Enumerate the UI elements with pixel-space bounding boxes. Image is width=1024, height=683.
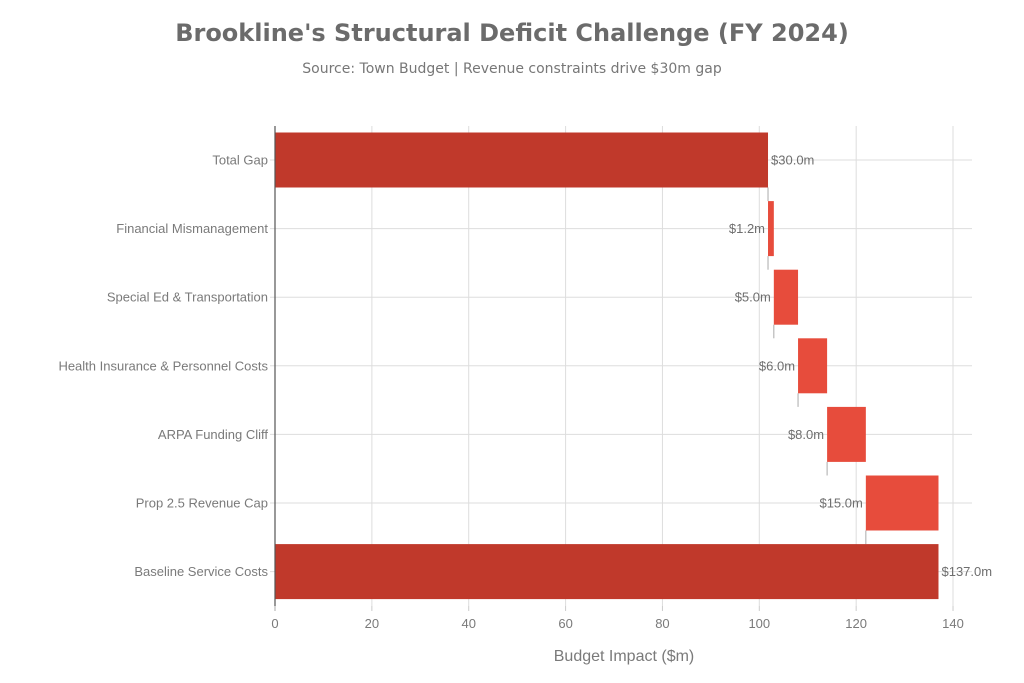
gridlines [270, 126, 972, 606]
chart-title: Brookline's Structural Deficit Challenge… [175, 19, 849, 47]
x-tick-label: 80 [655, 616, 669, 631]
y-category-label: ARPA Funding Cliff [158, 427, 268, 442]
y-category-label: Prop 2.5 Revenue Cap [136, 496, 268, 511]
x-tick-label: 60 [558, 616, 572, 631]
y-category-label: Total Gap [212, 153, 268, 168]
x-axis-ticks: 0 20 40 60 80 100 120 140 [271, 606, 964, 631]
x-tick-label: 40 [461, 616, 475, 631]
value-label: $6.0m [759, 358, 795, 373]
x-tick-label: 20 [365, 616, 379, 631]
x-tick-label: 140 [942, 616, 964, 631]
value-label: $1.2m [729, 221, 765, 236]
y-axis-labels: Total Gap Financial Mismanagement Special … [58, 153, 268, 580]
bar-health-insurance-personnel-costs [798, 338, 828, 394]
value-label: $30.0m [771, 153, 814, 168]
value-label: $15.0m [819, 496, 862, 511]
y-category-label: Baseline Service Costs [134, 564, 268, 579]
connector-lines [767, 187, 867, 545]
bar-special-ed-transportation [773, 269, 799, 325]
value-label: $5.0m [735, 290, 771, 305]
y-category-label: Health Insurance & Personnel Costs [58, 358, 268, 373]
x-tick-label: 120 [845, 616, 867, 631]
y-category-label: Special Ed & Transportation [107, 290, 268, 305]
bar-baseline-service-costs [275, 544, 939, 600]
x-tick-label: 0 [271, 616, 278, 631]
bar-total-gap [275, 132, 769, 188]
chart-subtitle: Source: Town Budget | Revenue constraint… [302, 61, 722, 77]
bar-prop-2-5-revenue-cap [865, 475, 939, 531]
x-tick-label: 100 [748, 616, 770, 631]
bar-arpa-funding-cliff [827, 406, 866, 462]
bar-financial-mismanagement [768, 201, 774, 257]
value-label: $8.0m [788, 427, 824, 442]
bars [275, 132, 939, 600]
y-category-label: Financial Mismanagement [116, 221, 268, 236]
value-labels: $30.0m $1.2m $5.0m $6.0m $8.0m $15.0m $137.0m [729, 153, 992, 580]
x-axis-title: Budget Impact ($m) [554, 648, 695, 665]
value-label: $137.0m [941, 564, 992, 579]
